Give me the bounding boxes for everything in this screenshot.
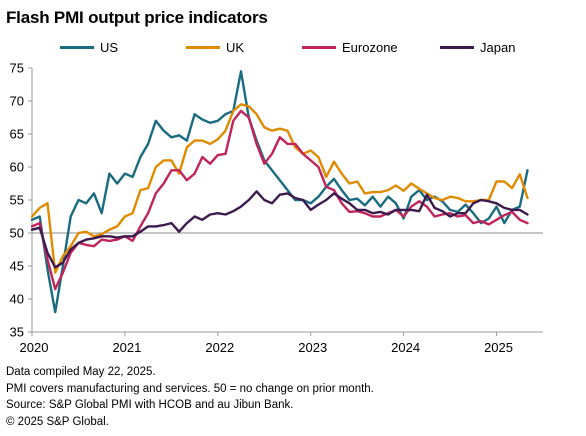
legend-label-us: US	[100, 40, 119, 55]
legend-label-eurozone: Eurozone	[342, 40, 398, 55]
legend-item-us: US	[60, 40, 118, 55]
note-data-compiled: Data compiled May 22, 2025.	[6, 366, 156, 378]
y-tick-label-70: 70	[10, 94, 24, 109]
legend-item-eurozone: Eurozone	[302, 40, 398, 55]
legend: US UK Eurozone Japan	[0, 40, 586, 58]
series-line-eurozone	[30, 109, 529, 291]
x-tick-label-2021: 2021	[112, 340, 141, 355]
note-copyright: © 2025 S&P Global.	[6, 415, 109, 428]
legend-swatch-uk	[186, 46, 220, 49]
y-tick-label-35: 35	[10, 325, 24, 340]
legend-label-japan: Japan	[480, 40, 516, 55]
x-tick-label-2022: 2022	[205, 340, 234, 355]
legend-swatch-japan	[440, 46, 474, 49]
y-tick-label-55: 55	[10, 193, 24, 208]
x-tick-label-2024: 2024	[391, 340, 420, 355]
y-tick-label-65: 65	[10, 127, 24, 142]
y-tick-label-60: 60	[10, 160, 24, 175]
series-line-uk	[30, 103, 529, 274]
y-tick-label-40: 40	[10, 292, 24, 307]
legend-item-japan: Japan	[440, 40, 515, 55]
series-line-japan	[30, 190, 529, 269]
chart-title: Flash PMI output price indicators	[6, 8, 268, 27]
note-source: Source: S&P Global PMI with HCOB and au …	[6, 399, 294, 411]
series-line-us	[30, 70, 529, 314]
note-pmi-coverage: PMI covers manufacturing and services. 5…	[6, 382, 374, 395]
y-tick-label-50: 50	[10, 226, 24, 241]
y-tick-label-75: 75	[10, 61, 24, 76]
footnotes: Data compiled May 22, 2025. PMI covers m…	[6, 364, 374, 430]
legend-label-uk: UK	[226, 40, 245, 55]
x-tick-label-2020: 2020	[20, 340, 49, 355]
legend-swatch-us	[60, 46, 94, 49]
x-tick-label-2025: 2025	[484, 340, 513, 355]
y-tick-label-45: 45	[10, 259, 24, 274]
legend-item-uk: UK	[186, 40, 244, 55]
line-chart: 35 40 45 50 55 60 65 70 75 2020 2021 2022 2023 2024 20…	[10, 61, 543, 355]
legend-swatch-eurozone	[302, 46, 336, 49]
x-tick-label-2023: 2023	[298, 340, 327, 355]
